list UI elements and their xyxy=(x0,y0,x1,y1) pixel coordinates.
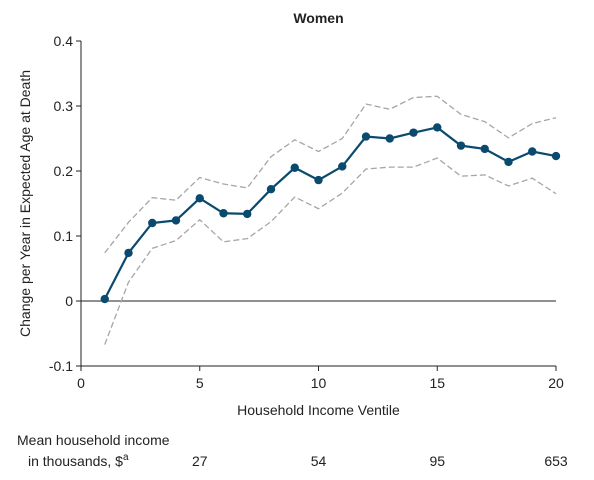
series-line-upper-ci xyxy=(104,95,557,254)
data-point xyxy=(124,248,133,258)
chart-title: Women xyxy=(293,10,343,26)
y-tick-label: 0 xyxy=(65,293,73,309)
data-point xyxy=(385,134,394,143)
data-point xyxy=(148,218,157,228)
y-tick-label: 0.3 xyxy=(54,98,74,114)
x-tick-label: 5 xyxy=(196,375,204,391)
y-tick-label: 0.2 xyxy=(54,163,74,179)
data-point xyxy=(314,175,323,185)
y-axis-label: Change per Year in Expected Age at Death xyxy=(17,70,33,337)
data-point xyxy=(409,128,418,137)
data-point xyxy=(433,123,442,132)
series-line-estimate xyxy=(103,126,557,300)
y-tick-label: 0.1 xyxy=(54,228,74,244)
data-point xyxy=(100,294,109,304)
footer-superscript: a xyxy=(123,452,129,463)
x-axis-label: Household Income Ventile xyxy=(237,402,400,418)
footer-income-value: 54 xyxy=(311,453,327,469)
data-point xyxy=(551,151,561,161)
footer-income-value: 653 xyxy=(544,453,568,469)
axes: -0.100.10.20.30.40 5 10 15 20 xyxy=(49,33,564,391)
footer-income-value: 95 xyxy=(429,453,445,469)
data-point xyxy=(361,132,371,141)
plot-area xyxy=(100,95,561,345)
data-point xyxy=(338,162,347,171)
footer-label-line1: Mean household income xyxy=(17,432,170,448)
footer-values: 27 54 95 653 xyxy=(192,453,568,469)
data-point xyxy=(171,216,181,225)
x-tick-label: 15 xyxy=(429,375,445,391)
data-point xyxy=(219,209,228,218)
data-point xyxy=(528,147,537,156)
data-point xyxy=(504,157,513,167)
data-point xyxy=(290,163,299,172)
data-point xyxy=(195,194,204,203)
x-tick-label: 10 xyxy=(311,375,327,391)
footer-label-line2: in thousands, $a xyxy=(28,452,129,469)
series-line-lower-ci xyxy=(104,157,557,345)
data-point xyxy=(480,144,489,154)
data-point xyxy=(456,141,466,150)
y-tick-label: -0.1 xyxy=(49,358,73,374)
footer-income-value: 27 xyxy=(192,453,208,469)
x-tick-label: 20 xyxy=(548,375,564,391)
data-point xyxy=(243,209,252,219)
income-footer: Mean household income in thousands, $a 2… xyxy=(17,432,568,469)
y-tick-label: 0.4 xyxy=(54,33,74,49)
data-point xyxy=(266,185,276,194)
footer-label-line2-text: in thousands, $ xyxy=(28,453,123,469)
x-tick-label: 0 xyxy=(77,375,85,391)
